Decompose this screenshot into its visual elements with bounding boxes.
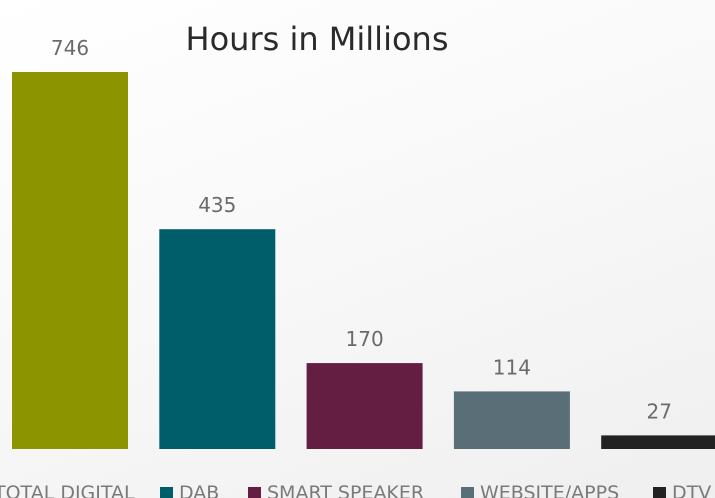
data-labels-layer: 746 435 170 114 27 [51,36,672,423]
data-label-dab: 435 [198,193,236,217]
data-label-smart-speaker: 170 [346,327,384,351]
legend-swatch-dtv [653,487,666,498]
legend-label-total-digital: TOTAL DIGITAL [0,482,135,498]
bar-website-apps [453,391,570,449]
legend: TOTAL DIGITAL DAB SMART SPEAKER WEBSITE/APP… [0,482,711,498]
legend-swatch-smart-speaker [248,487,261,498]
data-label-dtv: 27 [646,399,671,423]
bars-layer [12,72,715,449]
bar-smart-speaker [306,363,423,449]
legend-label-dtv: DTV [672,482,711,498]
bar-dtv [601,435,715,449]
legend-swatch-dab [160,487,173,498]
data-label-website-apps: 114 [493,355,531,379]
bar-dab [159,229,276,449]
legend-label-website-apps: WEBSITE/APPS [480,482,619,498]
legend-swatch-website-apps [461,487,474,498]
legend-label-smart-speaker: SMART SPEAKER [267,482,424,498]
bar-total-digital [12,72,128,449]
chart-title: Hours in Millions [186,20,449,58]
data-label-total-digital: 746 [51,36,89,60]
legend-label-dab: DAB [179,482,219,498]
